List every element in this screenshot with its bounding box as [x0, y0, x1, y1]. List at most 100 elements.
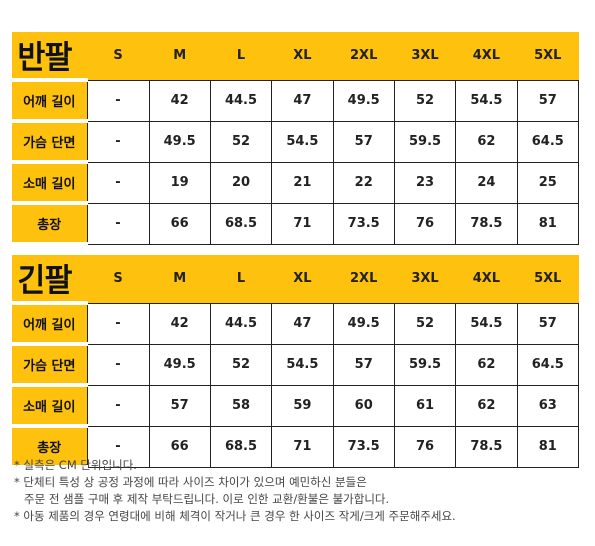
cell-value: 49.5: [332, 302, 395, 345]
cell-value: 57: [516, 79, 580, 122]
cell-value: 78.5: [455, 202, 518, 245]
cell-value: 54.5: [455, 79, 518, 122]
cell-value: 71: [271, 202, 334, 245]
cell-value: -: [86, 384, 150, 427]
row-label: 가슴 단면: [12, 342, 87, 387]
cell-value: 73.5: [332, 425, 395, 468]
table-row: 소매 길이 - 19 20 21 22 23 24 25: [12, 160, 580, 205]
cell-value: 52: [393, 79, 457, 122]
cell-value: 81: [516, 425, 580, 468]
cell-value: 57: [332, 343, 395, 386]
table-row: 가슴 단면 - 49.5 52 54.5 57 59.5 62 64.5: [12, 119, 580, 164]
row-label: 어깨 길이: [12, 78, 87, 123]
cell-value: -: [86, 120, 150, 163]
row-label: 어깨 길이: [12, 301, 87, 346]
note-line: * 실측은 CM 단위입니다.: [14, 458, 137, 472]
cell-value: 23: [393, 161, 457, 204]
cell-value: 54.5: [271, 120, 334, 163]
cell-value: 81: [516, 202, 580, 245]
cell-value: -: [86, 161, 150, 204]
size-xl: XL: [271, 255, 334, 303]
cell-value: 60: [332, 384, 395, 427]
cell-value: 57: [332, 120, 395, 163]
cell-value: 57: [148, 384, 211, 427]
row-label: 총장: [12, 424, 87, 469]
cell-value: 42: [148, 302, 211, 345]
size-notes: * 실측은 CM 단위입니다. * 단체티 특성 상 공정 과정에 따라 사이즈…: [14, 457, 586, 525]
cell-value: 54.5: [271, 343, 334, 386]
cell-value: 19: [148, 161, 211, 204]
size-4xl: 4XL: [455, 255, 518, 303]
row-label: 소매 길이: [12, 383, 87, 428]
cell-value: 22: [332, 161, 395, 204]
cell-value: 58: [209, 384, 273, 427]
size-3xl: 3XL: [394, 255, 456, 303]
size-m: M: [149, 255, 211, 303]
row-label: 가슴 단면: [12, 119, 87, 164]
cell-value: 64.5: [516, 120, 580, 163]
cell-value: 59.5: [393, 343, 457, 386]
cell-value: 52: [209, 343, 273, 386]
cell-value: 44.5: [209, 79, 273, 122]
cell-value: 61: [393, 384, 457, 427]
cell-value: 76: [393, 202, 457, 245]
row-label: 총장: [12, 201, 87, 246]
cell-value: 49.5: [332, 79, 395, 122]
cell-value: 76: [393, 425, 457, 468]
size-table-short-sleeve: 반팔 S M L XL 2XL 3XL 4XL 5XL 어깨 길이 - 42 4…: [12, 32, 580, 246]
note-line: * 단체티 특성 상 공정 과정에 따라 사이즈 차이가 있으며 예민하신 분들…: [14, 475, 367, 489]
size-l: L: [210, 32, 272, 80]
cell-value: 20: [209, 161, 273, 204]
size-5xl: 5XL: [517, 255, 579, 303]
cell-value: 24: [455, 161, 518, 204]
cell-value: 73.5: [332, 202, 395, 245]
size-2xl: 2XL: [333, 32, 395, 80]
size-4xl: 4XL: [455, 32, 518, 80]
row-label: 소매 길이: [12, 160, 87, 205]
size-table-long-sleeve: 긴팔 S M L XL 2XL 3XL 4XL 5XL 어깨 길이 - 42 4…: [12, 255, 580, 469]
cell-value: 66: [148, 425, 211, 468]
cell-value: 25: [516, 161, 580, 204]
size-l: L: [210, 255, 272, 303]
cell-value: -: [86, 79, 150, 122]
size-s: S: [87, 255, 149, 303]
table-row: 총장 - 66 68.5 71 73.5 76 78.5 81: [12, 424, 580, 469]
cell-value: 62: [455, 384, 518, 427]
table-title: 긴팔: [12, 255, 87, 303]
cell-value: 66: [148, 202, 211, 245]
note-line: 주문 전 샘플 구매 후 제작 부탁드립니다. 이로 인한 교환/환불은 불가합…: [24, 492, 390, 506]
size-m: M: [149, 32, 211, 80]
table-row: 어깨 길이 - 42 44.5 47 49.5 52 54.5 57: [12, 301, 580, 346]
cell-value: 68.5: [209, 425, 273, 468]
cell-value: 49.5: [148, 120, 211, 163]
cell-value: 52: [209, 120, 273, 163]
cell-value: 42: [148, 79, 211, 122]
table-row: 가슴 단면 - 49.5 52 54.5 57 59.5 62 64.5: [12, 342, 580, 387]
table-title: 반팔: [12, 32, 87, 80]
cell-value: -: [86, 202, 150, 245]
cell-value: 57: [516, 302, 580, 345]
size-s: S: [87, 32, 149, 80]
size-5xl: 5XL: [517, 32, 579, 80]
cell-value: 47: [271, 79, 334, 122]
cell-value: 62: [455, 120, 518, 163]
cell-value: 21: [271, 161, 334, 204]
cell-value: 78.5: [455, 425, 518, 468]
table-row: 어깨 길이 - 42 44.5 47 49.5 52 54.5 57: [12, 78, 580, 123]
size-xl: XL: [271, 32, 334, 80]
cell-value: 47: [271, 302, 334, 345]
size-header-row: 긴팔 S M L XL 2XL 3XL 4XL 5XL: [12, 255, 579, 303]
cell-value: 44.5: [209, 302, 273, 345]
cell-value: 64.5: [516, 343, 580, 386]
cell-value: 54.5: [455, 302, 518, 345]
table-row: 총장 - 66 68.5 71 73.5 76 78.5 81: [12, 201, 580, 246]
note-line: * 아동 제품의 경우 연령대에 비해 체격이 작거나 큰 경우 한 사이즈 작…: [14, 509, 456, 523]
cell-value: 71: [271, 425, 334, 468]
size-header-row: 반팔 S M L XL 2XL 3XL 4XL 5XL: [12, 32, 579, 80]
cell-value: -: [86, 343, 150, 386]
cell-value: -: [86, 302, 150, 345]
cell-value: 52: [393, 302, 457, 345]
size-2xl: 2XL: [333, 255, 395, 303]
table-row: 소매 길이 - 57 58 59 60 61 62 63: [12, 383, 580, 428]
cell-value: 62: [455, 343, 518, 386]
